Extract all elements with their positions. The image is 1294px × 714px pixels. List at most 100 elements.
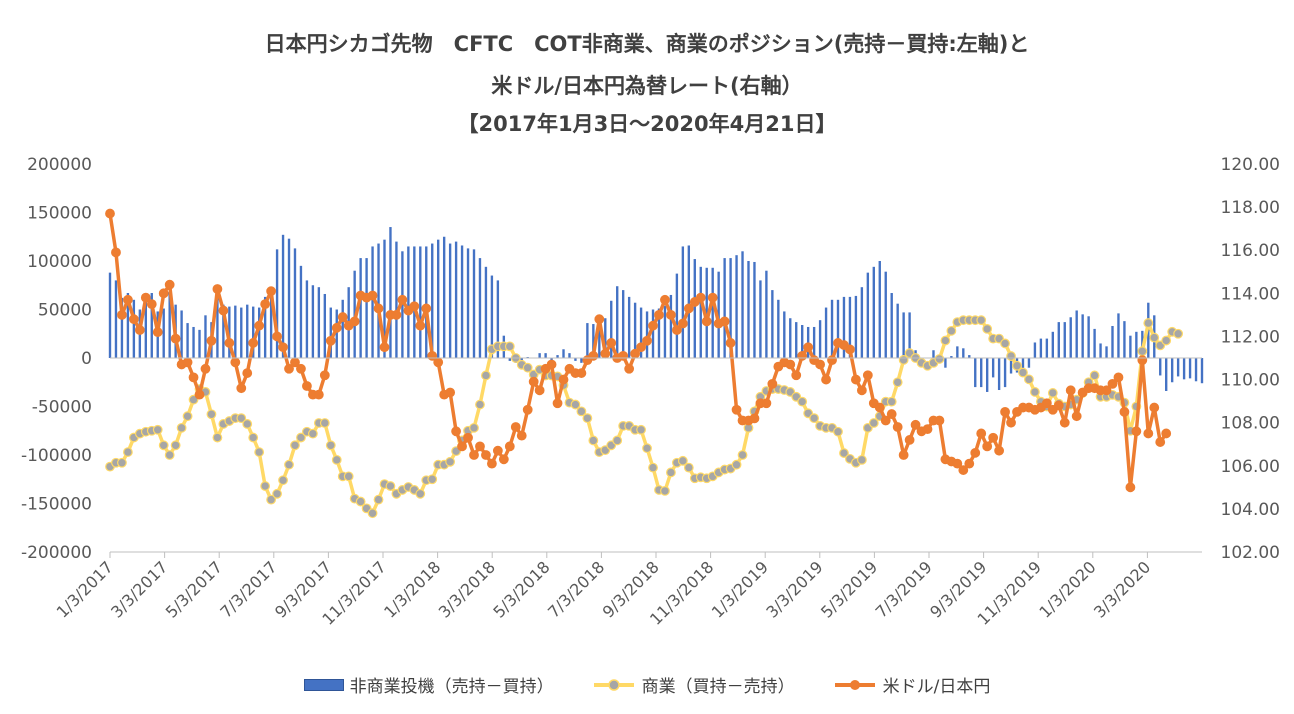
bar xyxy=(627,296,631,358)
bar xyxy=(723,258,726,358)
commercial-point xyxy=(839,448,849,458)
commercial-point xyxy=(367,508,378,519)
bar xyxy=(657,308,661,358)
commercial-point xyxy=(797,396,808,407)
bar xyxy=(699,266,702,358)
bar xyxy=(240,307,243,358)
bar xyxy=(478,258,482,358)
bar xyxy=(1075,310,1078,358)
bar xyxy=(1135,331,1138,358)
bar xyxy=(610,300,613,358)
y-right-tick-label: 118.00 xyxy=(1221,198,1280,218)
usdjpy-point xyxy=(642,335,652,346)
commercial-point xyxy=(475,399,485,410)
bar xyxy=(777,299,780,358)
usdjpy-point xyxy=(1125,482,1136,493)
usdjpy-point xyxy=(767,378,778,389)
x-tick-label: 3/3/2020 xyxy=(1090,557,1154,621)
usdjpy-point xyxy=(302,381,312,391)
commercial-point xyxy=(666,467,676,478)
y-left-tick-label: 0 xyxy=(81,349,92,369)
bar xyxy=(1159,358,1162,376)
bar xyxy=(1165,358,1168,391)
bar xyxy=(1009,358,1013,374)
bar xyxy=(1027,358,1031,368)
commercial-point xyxy=(248,432,259,443)
y-right-tick-label: 110.00 xyxy=(1221,371,1280,391)
usdjpy-point xyxy=(898,450,909,460)
usdjpy-point xyxy=(212,284,223,294)
bar xyxy=(818,320,822,358)
commercial-point xyxy=(946,325,957,336)
usdjpy-point xyxy=(123,294,133,305)
bar xyxy=(1051,331,1055,358)
usdjpy-point xyxy=(880,415,891,426)
usdjpy-point xyxy=(725,338,736,348)
usdjpy-point xyxy=(701,316,712,327)
bar xyxy=(687,245,691,358)
bar xyxy=(234,305,237,358)
legend-label-commercial: 商業（買持－売持） xyxy=(641,677,795,697)
bar xyxy=(1081,314,1084,358)
usdjpy-point xyxy=(1131,426,1142,437)
bar xyxy=(1188,358,1192,379)
y-right-tick-label: 104.00 xyxy=(1221,500,1280,520)
bar xyxy=(801,325,804,358)
usdjpy-point xyxy=(695,292,706,303)
bar xyxy=(1182,358,1186,380)
usdjpy-point xyxy=(600,348,611,359)
commercial-point xyxy=(307,428,318,439)
commercial-point xyxy=(833,426,843,437)
commercial-point xyxy=(731,459,742,470)
usdjpy-point xyxy=(606,338,617,348)
bar xyxy=(1021,358,1025,372)
usdjpy-point xyxy=(266,286,277,297)
commercial-point xyxy=(481,370,491,381)
bar xyxy=(616,286,619,358)
bar xyxy=(765,270,768,358)
bar xyxy=(150,293,153,358)
bar xyxy=(896,303,899,358)
usdjpy-point xyxy=(284,363,294,374)
bar xyxy=(484,266,488,358)
commercial-point xyxy=(385,481,396,491)
bar xyxy=(980,358,983,388)
usdjpy-point xyxy=(140,292,151,303)
usdjpy-point xyxy=(194,389,205,400)
bar xyxy=(771,290,774,358)
bar xyxy=(985,358,989,392)
chart-title-line-1: 日本円シカゴ先物 CFTC COT非商業、商業のポジション(売持－買持:左軸)と xyxy=(264,32,1030,56)
usdjpy-point xyxy=(415,320,426,331)
usdjpy-point xyxy=(230,357,241,368)
usdjpy-point xyxy=(504,441,515,452)
commercial-point xyxy=(254,447,265,457)
commercial-point xyxy=(1173,328,1184,339)
usdjpy-point xyxy=(1065,385,1076,396)
bar xyxy=(120,297,124,358)
commercial-point xyxy=(892,377,903,388)
bar xyxy=(968,355,971,358)
bar xyxy=(132,299,136,358)
bar xyxy=(705,267,708,358)
usdjpy-point xyxy=(988,432,999,443)
usdjpy-point xyxy=(648,320,658,331)
usdjpy-point xyxy=(1059,417,1070,428)
y-right-tick-label: 116.00 xyxy=(1221,241,1280,261)
usdjpy-point xyxy=(636,342,646,353)
usdjpy-point xyxy=(481,450,491,460)
bar xyxy=(1176,358,1180,377)
commercial-point xyxy=(612,435,623,446)
usdjpy-point xyxy=(558,374,569,385)
usdjpy-point xyxy=(463,432,473,443)
commercial-point xyxy=(570,399,581,410)
chart-title-line-2: 米ドル/日本円為替レート(右軸） xyxy=(491,74,803,98)
usdjpy-point xyxy=(618,350,629,361)
y-left-tick-label: 200000 xyxy=(27,155,92,175)
bar xyxy=(1063,322,1066,358)
commercial-point xyxy=(278,475,288,486)
usdjpy-point xyxy=(236,383,247,394)
bar xyxy=(932,350,935,358)
commercial-point xyxy=(522,362,533,373)
bar xyxy=(556,355,559,358)
